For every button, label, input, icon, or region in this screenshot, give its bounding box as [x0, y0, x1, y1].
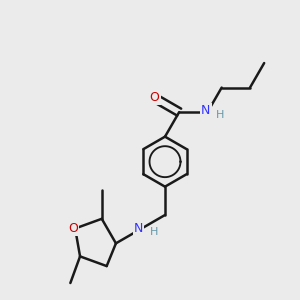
Text: N: N [134, 222, 143, 235]
Text: O: O [150, 92, 160, 104]
Text: H: H [216, 110, 224, 121]
Text: N: N [201, 104, 211, 117]
Text: O: O [68, 222, 78, 235]
Text: H: H [150, 227, 158, 237]
